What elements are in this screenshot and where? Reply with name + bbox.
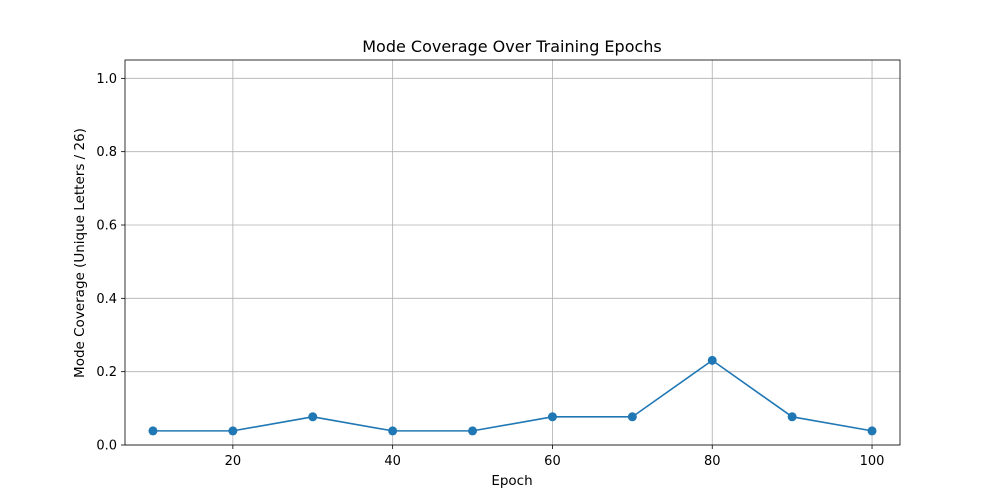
chart-title: Mode Coverage Over Training Epochs [362, 37, 662, 56]
y-axis-label: Mode Coverage (Unique Letters / 26) [72, 128, 88, 378]
y-tick-label: 0.0 [96, 439, 117, 454]
x-tick-label: 80 [704, 454, 721, 469]
x-tick-label: 40 [384, 454, 401, 469]
data-point [627, 412, 637, 422]
data-point [867, 426, 877, 436]
x-tick-label: 20 [225, 454, 242, 469]
y-tick-label: 0.8 [96, 145, 117, 160]
grid [125, 60, 900, 446]
series-line [152, 359, 873, 432]
x-tick-label: 100 [860, 454, 885, 469]
data-point [468, 426, 478, 436]
data-point [787, 412, 797, 422]
series-layer [148, 355, 877, 436]
y-tick-label: 0.2 [96, 365, 117, 380]
plot-frame [124, 59, 901, 446]
data-point [148, 426, 158, 436]
x-tick-label: 60 [544, 454, 561, 469]
data-point [547, 412, 557, 422]
data-point [308, 412, 318, 422]
y-tick-label: 0.4 [96, 292, 117, 307]
x-axis-label: Epoch [491, 473, 532, 489]
y-tick-label: 0.6 [96, 219, 117, 234]
y-tick-label: 1.0 [96, 72, 117, 87]
data-point [707, 355, 717, 365]
axes: 20 40 60 80 100 0.0 0.2 0.4 0.6 0.8 1.0 [96, 59, 901, 469]
data-point [388, 426, 398, 436]
data-point [228, 426, 238, 436]
